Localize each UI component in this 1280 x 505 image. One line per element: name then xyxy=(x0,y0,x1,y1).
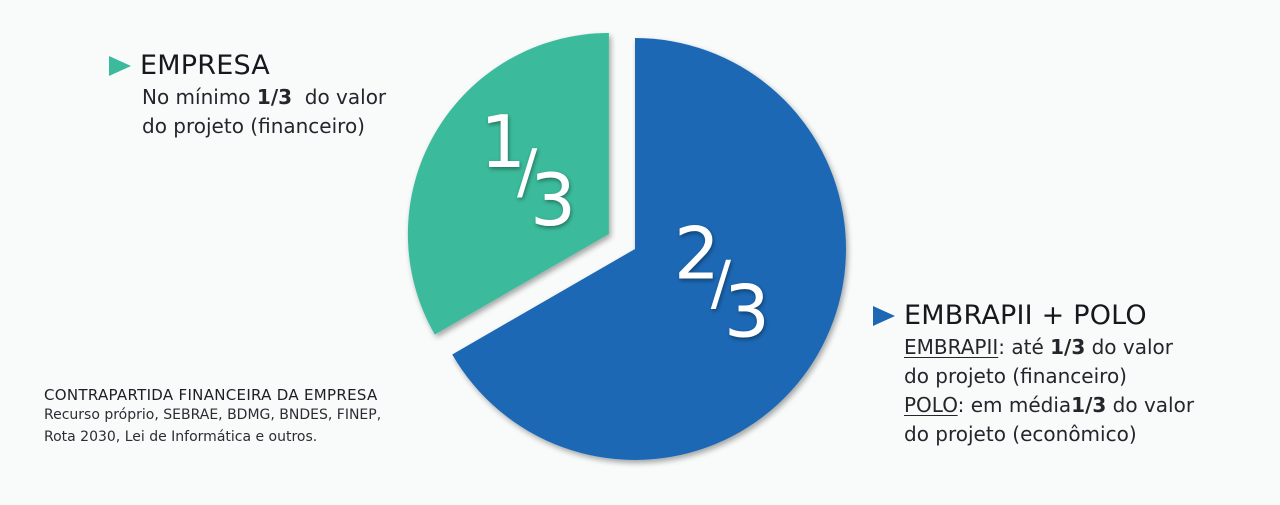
polo-fraction: 1/3 xyxy=(1071,393,1107,417)
polo-name: POLO xyxy=(904,393,958,417)
fraction-numerator: 2 xyxy=(674,212,720,296)
fraction-denominator: 3 xyxy=(724,270,770,354)
fraction-slash: / xyxy=(711,249,732,319)
embrapii-description: EMBRAPII: até 1/3 do valor do projeto (f… xyxy=(904,333,1194,449)
empresa-fraction: 1/3 xyxy=(256,85,293,109)
polo-desc-text: : em média xyxy=(957,393,1072,417)
fraction-slash: / xyxy=(517,137,538,207)
polo-desc-text: do valor xyxy=(1106,393,1195,417)
triangle-arrow-icon xyxy=(873,305,895,326)
legend-empresa: EMPRESA No mínimo 1/3 do valor do projet… xyxy=(106,50,386,141)
embrapii-desc-text: : até xyxy=(998,335,1051,359)
embrapii-fraction: 1/3 xyxy=(1050,335,1086,359)
legend-embrapii-polo: EMBRAPII + POLO EMBRAPII: até 1/3 do val… xyxy=(870,300,1194,449)
empresa-desc-line2: do projeto (financeiro) xyxy=(142,114,365,138)
embrapii-name: EMBRAPII xyxy=(904,335,999,359)
contrapartida-line2: Rota 2030, Lei de Informática e outros. xyxy=(44,429,318,445)
empresa-description: No mínimo 1/3 do valor do projeto (finan… xyxy=(142,83,386,141)
polo-desc-line4: do projeto (econômico) xyxy=(904,422,1137,446)
fraction-numerator: 1 xyxy=(480,100,526,184)
embrapii-title: EMBRAPII + POLO xyxy=(904,300,1147,331)
embrapii-desc-text: do valor xyxy=(1085,335,1174,359)
pie-slice-empresa xyxy=(407,32,609,335)
contrapartida-title: CONTRAPARTIDA FINANCEIRA DA EMPRESA xyxy=(44,386,378,404)
fraction-denominator: 3 xyxy=(530,158,576,242)
empresa-title: EMPRESA xyxy=(140,50,270,81)
triangle-arrow-icon xyxy=(109,55,131,76)
slice-label-embrapii-polo: 2/3 xyxy=(674,212,770,354)
embrapii-desc-line2: do projeto (financeiro) xyxy=(904,364,1127,388)
pie-slice-embrapii-polo xyxy=(452,38,846,461)
contrapartida-line1: Recurso próprio, SEBRAE, BDMG, BNDES, FI… xyxy=(44,407,382,423)
empresa-desc-text: do valor xyxy=(292,85,387,109)
empresa-desc-text: No mínimo xyxy=(142,85,257,109)
contrapartida-note: CONTRAPARTIDA FINANCEIRA DA EMPRESA Recu… xyxy=(44,386,381,448)
slice-label-empresa: 1/3 xyxy=(480,100,576,242)
